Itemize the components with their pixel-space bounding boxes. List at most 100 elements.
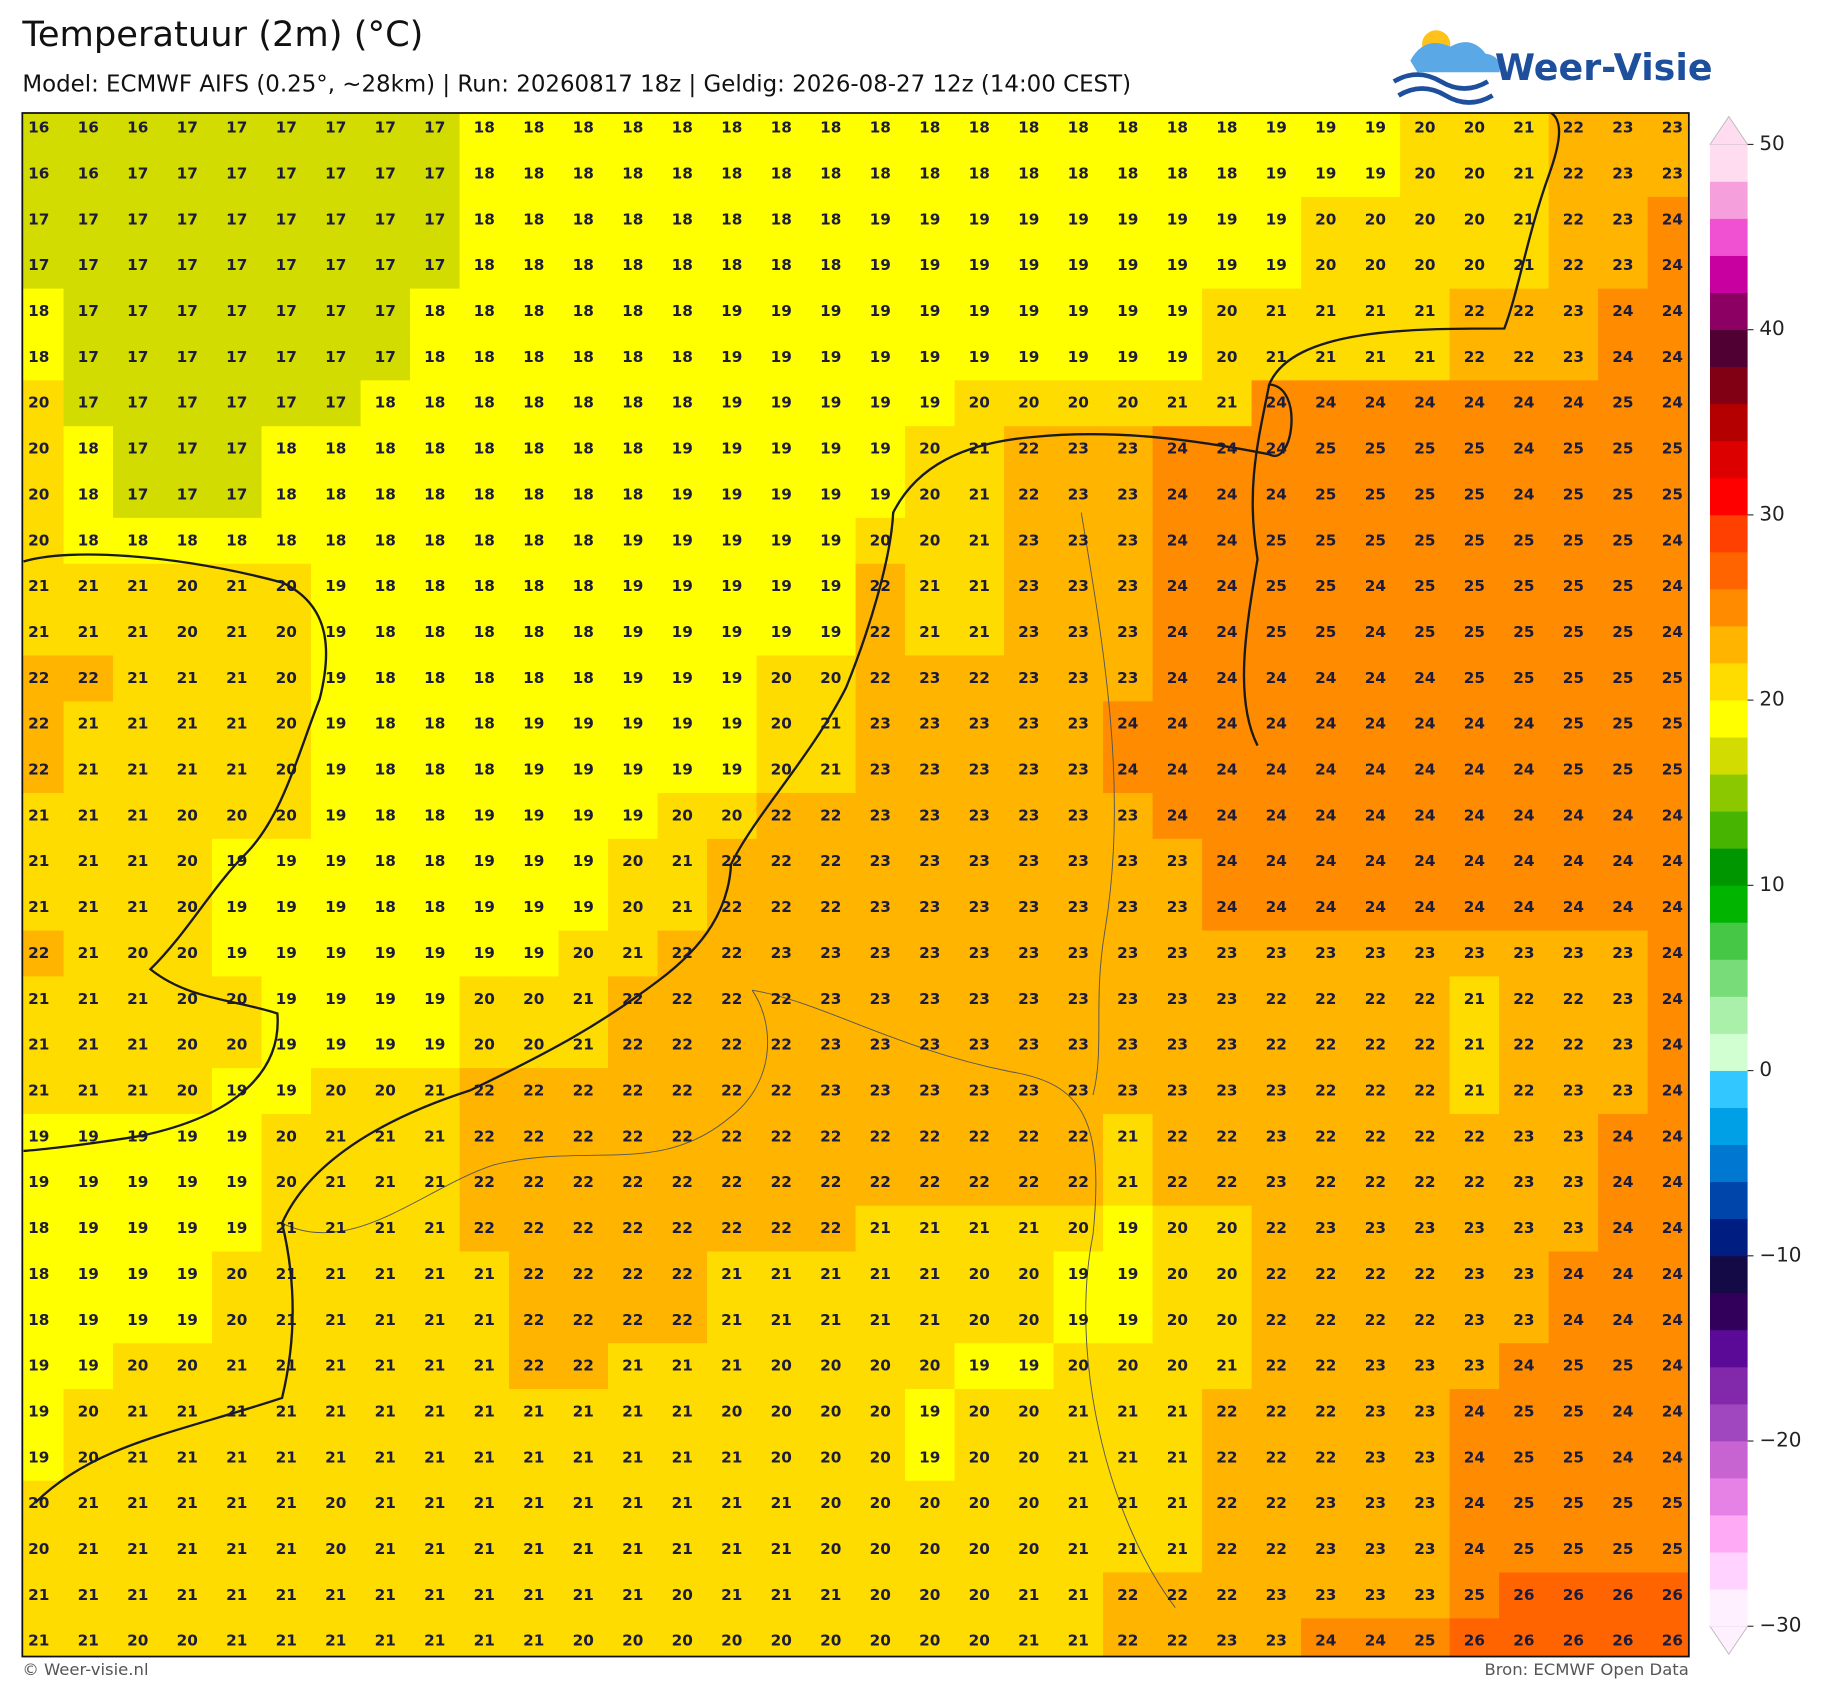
temperature-label: 25 <box>1464 531 1485 549</box>
temperature-label: 23 <box>1018 852 1039 870</box>
logo-cloud <box>1410 42 1500 73</box>
temperature-label: 21 <box>573 1540 594 1558</box>
temperature-cell <box>1202 112 1253 152</box>
temperature-cell <box>855 380 906 427</box>
temperature-cell <box>311 112 362 152</box>
temperature-label: 19 <box>325 715 346 733</box>
temperature-label: 18 <box>771 256 792 274</box>
temperature-cell <box>1053 1343 1104 1390</box>
temperature-cell <box>1301 1068 1352 1115</box>
temperature-cell <box>1053 884 1104 932</box>
temperature-label: 17 <box>177 348 198 366</box>
temperature-cell <box>1251 1205 1302 1253</box>
temperature-label: 18 <box>523 669 544 687</box>
temperature-label: 21 <box>276 1403 297 1421</box>
temperature-label: 23 <box>1068 990 1089 1008</box>
temperature-label: 20 <box>1414 256 1435 274</box>
temperature-cell <box>360 792 411 840</box>
temperature-cell <box>1004 1572 1055 1620</box>
temperature-label: 25 <box>1563 440 1584 458</box>
temperature-cell <box>1499 976 1550 1023</box>
temperature-cell <box>1350 1068 1401 1115</box>
temperature-label: 21 <box>127 806 148 824</box>
temperature-label: 25 <box>1414 623 1435 641</box>
temperature-label: 18 <box>523 256 544 274</box>
temperature-label: 18 <box>474 165 495 183</box>
temperature-cell <box>1103 517 1154 565</box>
temperature-cell <box>63 1297 114 1344</box>
temperature-label: 22 <box>1513 1036 1534 1054</box>
temperature-cell <box>855 1343 906 1390</box>
temperature-label: 18 <box>771 119 792 137</box>
temperature-label: 22 <box>919 1127 940 1145</box>
temperature-label: 22 <box>1365 990 1386 1008</box>
temperature-label: 21 <box>424 1265 445 1283</box>
temperature-label: 20 <box>870 1448 891 1466</box>
temperature-label: 22 <box>1315 1127 1336 1145</box>
temperature-cell <box>806 976 857 1023</box>
temperature-cell <box>459 151 510 198</box>
temperature-label: 19 <box>424 990 445 1008</box>
temperature-label: 18 <box>1216 119 1237 137</box>
temperature-label: 19 <box>523 806 544 824</box>
temperature-label: 18 <box>573 210 594 228</box>
temperature-label: 18 <box>672 256 693 274</box>
temperature-cell <box>1598 242 1649 290</box>
temperature-cell <box>1053 655 1104 702</box>
temperature-label: 23 <box>1068 1082 1089 1100</box>
temperature-label: 20 <box>177 1036 198 1054</box>
temperature-label: 19 <box>226 852 247 870</box>
temperature-label: 18 <box>1068 119 1089 137</box>
temperature-label: 19 <box>28 1127 49 1145</box>
temperature-label: 24 <box>1662 531 1683 549</box>
temperature-label: 24 <box>1216 485 1237 503</box>
temperature-cell <box>1004 930 1055 978</box>
temperature-cell <box>410 242 461 290</box>
temperature-cell <box>1004 334 1055 382</box>
temperature-cell <box>855 1572 906 1620</box>
temperature-cell <box>1400 1572 1451 1620</box>
temperature-cell <box>1647 655 1689 702</box>
temperature-cell <box>756 1113 807 1161</box>
temperature-label: 22 <box>622 1082 643 1100</box>
temperature-label: 23 <box>1068 944 1089 962</box>
temperature-cell <box>954 1022 1005 1069</box>
temperature-cell <box>1053 1480 1104 1528</box>
temperature-cell <box>558 1389 609 1436</box>
temperature-label: 22 <box>523 1311 544 1329</box>
temperature-cell <box>410 112 461 152</box>
temperature-label: 21 <box>1117 1448 1138 1466</box>
temperature-cell <box>1350 1434 1401 1482</box>
temperature-label: 21 <box>78 1494 99 1512</box>
temperature-cell <box>113 838 164 886</box>
temperature-label: 19 <box>1068 1265 1089 1283</box>
temperature-cell <box>1152 655 1203 702</box>
temperature-label: 18 <box>474 623 495 641</box>
temperature-label: 20 <box>325 1494 346 1512</box>
temperature-label: 20 <box>1464 256 1485 274</box>
temperature-label: 24 <box>1315 761 1336 779</box>
temperature-cell <box>360 1343 411 1390</box>
temperature-label: 24 <box>1662 1357 1683 1375</box>
temperature-cell <box>1152 380 1203 427</box>
temperature-label: 25 <box>1414 440 1435 458</box>
temperature-cell <box>1548 1389 1599 1436</box>
temperature-cell <box>410 1068 461 1115</box>
temperature-label: 17 <box>177 394 198 412</box>
temperature-cell <box>1598 609 1649 657</box>
temperature-cell <box>113 747 164 794</box>
temperature-cell <box>360 930 411 978</box>
temperature-label: 21 <box>325 1586 346 1604</box>
temperature-cell <box>657 1434 708 1482</box>
temperature-cell <box>1103 288 1154 336</box>
temperature-cell <box>360 380 411 427</box>
temperature-label: 18 <box>474 531 495 549</box>
colorbar-band <box>1710 1329 1748 1368</box>
temperature-label: 21 <box>424 1403 445 1421</box>
temperature-label: 21 <box>523 1586 544 1604</box>
temperature-cell <box>905 380 956 427</box>
temperature-cell <box>1548 196 1599 244</box>
temperature-label: 22 <box>1068 1173 1089 1191</box>
temperature-label: 19 <box>919 394 940 412</box>
temperature-label: 20 <box>78 1403 99 1421</box>
